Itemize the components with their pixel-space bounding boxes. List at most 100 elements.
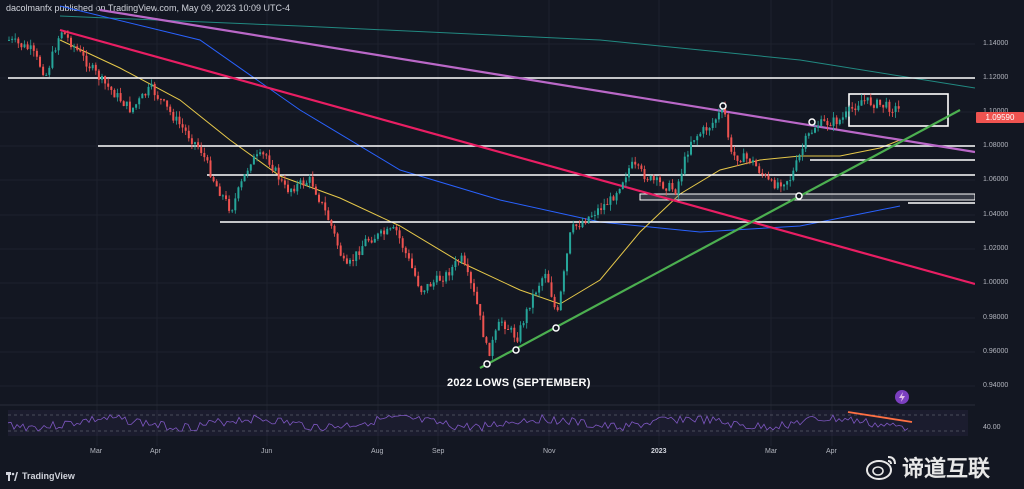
candle-body [699,133,702,137]
candle-body [63,32,66,35]
candle-body [132,107,134,113]
candle-body [54,50,57,52]
candle-body [11,38,14,40]
candlestick-series [8,30,900,360]
lightning-icon[interactable] [895,390,909,404]
candle-body [290,188,293,193]
brand-label: TradingView [22,471,75,481]
tradingview-brand[interactable]: TradingView [6,471,75,481]
candle-body [776,182,779,189]
candle-body [497,321,500,331]
candle-body [206,157,209,161]
candle-body [476,291,479,305]
candle-body [122,101,125,107]
candle-body [91,64,94,69]
candle-body [733,151,736,156]
candle-body [832,117,835,126]
candle-body [190,138,193,144]
candle-body [395,226,398,231]
candle-body [296,183,299,192]
candle-body [516,337,519,342]
candle-body [457,261,460,263]
candle-body [606,204,609,206]
candle-body [801,148,804,155]
candle-body [51,51,54,68]
candle-body [600,208,603,210]
candle-body [593,214,596,216]
candle-body [203,152,206,158]
candle-body [268,155,271,165]
candle-body [711,122,714,128]
month-label: Nov [543,448,556,455]
candle-body [724,106,727,115]
candle-body [318,194,320,202]
price-tick: 1.02000 [983,245,1009,252]
candle-body [528,307,531,310]
candle-body [745,153,748,159]
ma-fast-line [59,39,901,305]
candle-body [373,238,376,243]
candle-body [277,167,280,180]
candle-body [445,272,448,282]
candle-body [566,253,568,272]
candle-body [680,173,683,182]
candle-body [187,130,190,139]
candle-body [116,93,119,98]
candle-body [662,182,665,189]
candle-body [324,202,327,211]
month-label: Aug [371,448,384,455]
price-chart[interactable] [0,0,975,470]
candle-body [494,330,497,340]
rsi-divergence-line [847,411,913,423]
candle-body [820,119,823,126]
candle-body [550,282,553,297]
candle-body [730,137,733,152]
weibo-icon [866,456,896,480]
candle-body [26,44,29,50]
candle-body [8,39,10,41]
candle-body [243,174,246,182]
price-tick: 0.98000 [983,314,1009,321]
trendline-magenta [59,28,975,286]
candle-body [556,307,559,311]
candle-body [355,251,358,262]
candle-body [212,177,215,182]
grid [0,0,975,446]
candle-body [398,230,401,239]
candle-body [696,136,699,141]
price-tick: 1.14000 [983,40,1009,47]
candle-body [392,226,395,229]
candle-body [169,106,172,112]
price-tick: 1.08000 [983,142,1009,149]
candle-body [885,101,888,108]
candle-body [39,56,41,67]
candle-body [640,165,643,169]
touch-points [483,102,816,368]
candle-body [544,273,547,279]
candle-body [491,339,494,356]
candle-body [311,176,314,187]
candle-body [618,188,621,194]
publisher-header: dacolmanfx published on TradingView.com,… [6,3,290,13]
candle-body [603,204,606,210]
candle-body [181,124,184,128]
candle-body [894,106,897,112]
candle-body [575,224,578,227]
price-tick: 0.94000 [983,382,1009,389]
candle-body [677,181,680,195]
time-axis[interactable]: Mar Apr Jun Aug Sep Nov 2023 Mar Apr [0,446,975,460]
candle-body [259,152,262,155]
candle-body [752,160,754,163]
candle-body [683,156,686,174]
candle-body [488,342,491,356]
candle-body [587,216,590,224]
candle-body [510,327,513,330]
candle-body [125,101,128,107]
candle-body [659,177,661,183]
candle-body [138,98,141,105]
candle-body [147,86,150,96]
candle-body [479,304,482,316]
candle-body [584,221,587,224]
price-axis[interactable]: 1.14000 1.12000 1.10000 1.08000 1.06000 … [975,0,1024,470]
candle-body [665,188,668,191]
